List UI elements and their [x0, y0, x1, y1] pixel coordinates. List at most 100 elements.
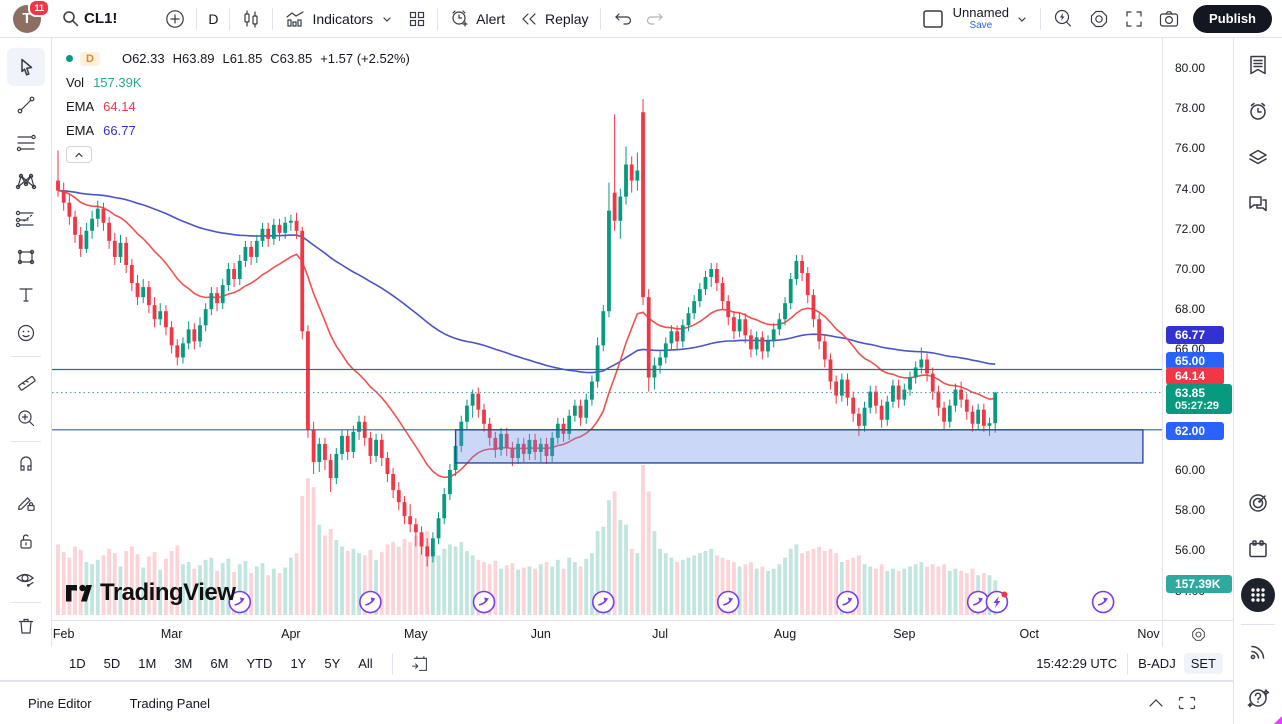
tool-zoom-in[interactable]: [7, 399, 45, 437]
volume-bar: [686, 557, 691, 615]
sidebar-streams-button[interactable]: [1239, 633, 1277, 671]
sidebar-alerts-button[interactable]: [1239, 92, 1277, 130]
tab-trading-panel[interactable]: Trading Panel: [129, 695, 211, 711]
undo-button[interactable]: [605, 4, 639, 34]
volume-bar: [351, 548, 356, 615]
volume-bar: [635, 553, 640, 615]
tool-trend-line[interactable]: [7, 86, 45, 124]
candle-body: [663, 343, 668, 358]
range-5D[interactable]: 5D: [103, 656, 121, 671]
sidebar-calendar-button[interactable]: [1239, 530, 1277, 568]
candle-body: [947, 405, 952, 422]
sidebar-chat-button[interactable]: [1239, 184, 1277, 222]
candle-body: [839, 379, 844, 396]
clock-utc[interactable]: 15:42:29 UTC: [1036, 656, 1118, 671]
interval-button[interactable]: D: [201, 4, 225, 34]
tool-emoji[interactable]: [7, 314, 45, 352]
panel-expand-button[interactable]: [1141, 688, 1171, 718]
candle-body: [78, 234, 83, 249]
price-badge: 64.14: [1166, 366, 1224, 385]
candle-body: [544, 443, 549, 456]
replay-button[interactable]: Replay: [512, 4, 596, 34]
tool-text[interactable]: [7, 276, 45, 314]
candle-body: [175, 345, 180, 358]
sidebar-watchlist-button[interactable]: [1239, 46, 1277, 84]
sidebar-hotlists-button[interactable]: [1239, 138, 1277, 176]
layout-select-button[interactable]: Unnamed Save: [914, 4, 1036, 34]
volume-bar: [129, 546, 134, 615]
candle-body: [777, 319, 782, 330]
range-3M[interactable]: 3M: [174, 656, 193, 671]
candle-body: [306, 331, 310, 431]
quick-search-button[interactable]: [1045, 4, 1081, 34]
go-to-date-button[interactable]: [403, 649, 436, 679]
tool-hide-all[interactable]: [7, 560, 45, 598]
adjustment-toggle[interactable]: B-ADJ: [1138, 656, 1176, 671]
symbol-search-button[interactable]: CL1!: [55, 4, 124, 34]
volume-bar: [754, 568, 759, 615]
tool-fib-retracement[interactable]: [7, 124, 45, 162]
range-All[interactable]: All: [358, 656, 373, 671]
settings-button[interactable]: [1081, 4, 1117, 34]
tool-lock-all[interactable]: [7, 522, 45, 560]
tool-rectangle[interactable]: [7, 238, 45, 276]
volume-bar: [61, 552, 66, 615]
volume-bar: [578, 566, 583, 615]
templates-button[interactable]: [401, 4, 433, 34]
volume-bar: [385, 544, 390, 615]
tool-remove-all[interactable]: [7, 607, 45, 645]
chat-icon: [1249, 196, 1267, 212]
legend-collapse-button[interactable]: [66, 146, 92, 163]
candle-body: [266, 228, 271, 239]
tool-forecast[interactable]: [7, 200, 45, 238]
candle-body: [942, 407, 946, 422]
user-avatar[interactable]: T 11: [13, 0, 50, 33]
time-axis[interactable]: Feb Mar Apr May Jun Jul Aug Sep Oct Nov: [52, 620, 1162, 647]
axis-settings-corner[interactable]: [1162, 620, 1233, 647]
alert-button[interactable]: Alert: [442, 4, 512, 34]
tool-magnet[interactable]: [7, 446, 45, 484]
volume-bar: [862, 564, 867, 615]
tool-cursor[interactable]: [6, 48, 45, 86]
range-1M[interactable]: 1M: [138, 656, 157, 671]
candle-body: [317, 443, 322, 462]
publish-button[interactable]: Publish: [1193, 4, 1272, 33]
chart-canvas[interactable]: TradingView D O62.33 H63.89 L61.85 C63.8…: [52, 38, 1162, 620]
tool-ruler[interactable]: [7, 361, 45, 399]
candle-body: [879, 405, 884, 420]
volume-bar: [936, 566, 941, 615]
save-layout-link[interactable]: Save: [969, 20, 993, 32]
candle-body: [601, 311, 606, 346]
panel-maximize-button[interactable]: [1171, 688, 1203, 718]
candlestick-icon: [244, 9, 259, 28]
settlement-toggle[interactable]: SET: [1183, 653, 1223, 674]
chart-style-button[interactable]: [234, 4, 268, 34]
volume-bar: [186, 562, 191, 615]
indicators-button[interactable]: Indicators: [277, 4, 401, 34]
sidebar-ideas-button[interactable]: [1239, 484, 1277, 522]
candle-body: [555, 423, 560, 438]
candle-body: [379, 439, 384, 458]
volume-bar: [584, 558, 589, 615]
candlestick-chart[interactable]: [52, 38, 1162, 620]
volume-bar: [794, 544, 799, 615]
range-5Y[interactable]: 5Y: [324, 656, 341, 671]
redo-button[interactable]: [639, 4, 673, 34]
candle-body: [56, 180, 60, 191]
compare-add-button[interactable]: [158, 4, 192, 34]
tool-xabcd-pattern[interactable]: [7, 162, 45, 200]
range-6M[interactable]: 6M: [210, 656, 229, 671]
volume-bar: [340, 546, 344, 615]
tab-pine-editor[interactable]: Pine Editor: [28, 695, 92, 711]
sidebar-apps-button[interactable]: [1239, 576, 1277, 614]
snapshot-button[interactable]: [1151, 4, 1187, 34]
range-YTD[interactable]: YTD: [246, 656, 273, 671]
price-axis[interactable]: 80.00 78.00 76.00 74.00 72.00 70.00 68.00 66.00…: [1162, 38, 1233, 620]
fullscreen-button[interactable]: [1117, 4, 1151, 34]
timeframe-badge[interactable]: D: [80, 51, 100, 66]
range-1Y[interactable]: 1Y: [290, 656, 307, 671]
sidebar-help-button[interactable]: [1239, 679, 1277, 717]
range-1D[interactable]: 1D: [69, 656, 86, 671]
volume-bar: [839, 562, 844, 615]
tool-drawing-mode[interactable]: [7, 484, 45, 522]
